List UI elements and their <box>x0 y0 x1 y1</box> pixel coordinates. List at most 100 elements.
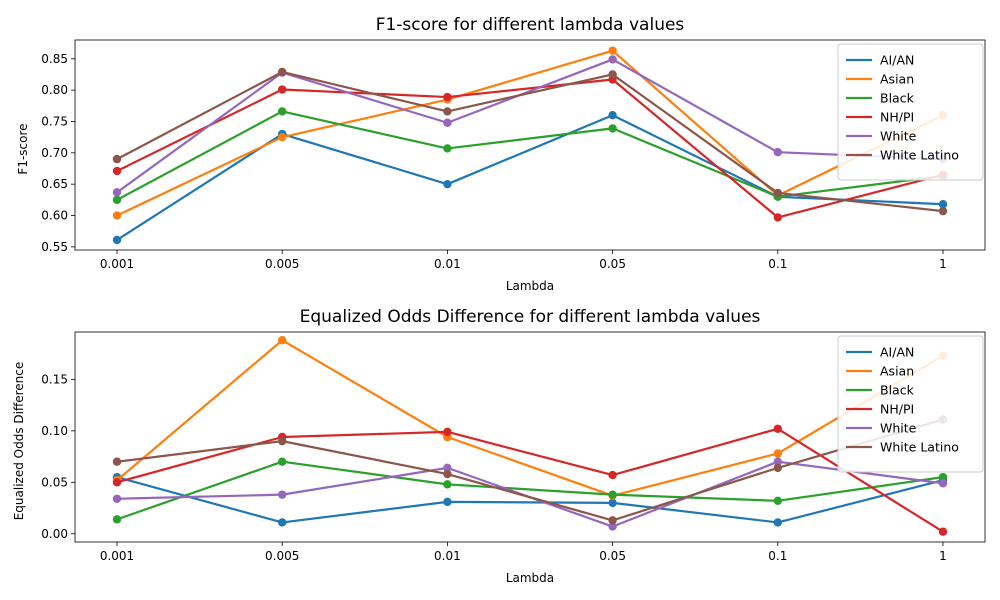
data-point <box>112 166 122 176</box>
series-line <box>116 339 944 497</box>
data-point <box>773 463 782 473</box>
data-point <box>608 111 617 120</box>
axes-frame <box>74 331 986 543</box>
legend-label: AI/AN <box>880 53 914 68</box>
x-tick-label: 0.005 <box>265 549 299 563</box>
data-point <box>443 497 452 507</box>
series-line <box>116 78 944 219</box>
data-point <box>608 490 617 499</box>
y-tick-label: 0.10 <box>41 424 68 438</box>
x-tick-label: 0.1 <box>768 257 787 271</box>
data-point <box>773 518 782 527</box>
chart-title: Equalized Odds Difference for different … <box>300 307 761 327</box>
legend-label: White <box>880 129 917 144</box>
legend-label: NH/PI <box>880 402 914 417</box>
data-point <box>773 148 782 157</box>
y-tick-label: 0.60 <box>41 209 68 223</box>
legend-label: White <box>880 421 917 436</box>
data-point <box>112 188 122 197</box>
data-point <box>608 70 617 79</box>
data-point <box>112 478 122 487</box>
x-tick-label: 0.01 <box>434 257 461 271</box>
y-axis-label: Equalized Odds Difference <box>12 362 26 521</box>
x-axis-label: Lambda <box>506 279 554 293</box>
x-tick-label: 1 <box>939 549 947 563</box>
legend-label: White Latino <box>880 148 959 163</box>
series-line <box>116 49 944 217</box>
legend-label: Asian <box>880 72 914 87</box>
data-point <box>608 470 617 480</box>
legend-box <box>837 43 984 181</box>
plot-area: 0.55 0.60 0.65 0.70 0.75 0.80 0.85 0.001 0.005 0.… <box>41 39 986 271</box>
data-point <box>112 154 122 164</box>
y-tick-label: 0.55 <box>41 240 68 254</box>
plot-area: 0.00 0.05 0.10 0.15 0.001 0.005 0.01 0.05 0.1 1 AI… <box>41 331 986 563</box>
series-line <box>116 418 944 522</box>
x-axis-label: Lambda <box>506 571 554 585</box>
data-point <box>773 457 782 466</box>
data-point <box>608 516 617 525</box>
data-point <box>938 479 948 488</box>
legend-box <box>837 335 984 473</box>
data-point <box>278 518 287 527</box>
data-point <box>773 188 782 198</box>
chart-title: F1-score for different lambda values <box>376 15 685 35</box>
data-point <box>443 179 452 189</box>
legend-label: Black <box>880 91 915 106</box>
legend-label: White Latino <box>880 440 959 455</box>
x-tick-label: 0.1 <box>768 549 787 563</box>
data-point <box>278 107 287 116</box>
data-point <box>938 206 948 216</box>
y-axis-label: F1-score <box>16 123 30 174</box>
series-line <box>116 70 944 213</box>
axes-frame <box>74 39 986 251</box>
data-point <box>112 235 122 245</box>
data-point <box>773 496 782 506</box>
data-point <box>112 515 122 524</box>
y-tick-label: 0.65 <box>41 177 68 191</box>
y-tick-label: 0.05 <box>41 475 68 489</box>
data-point <box>443 427 452 437</box>
x-tick-label: 0.01 <box>434 549 461 563</box>
f1-score-chart: F1-score for different lambda values Lam… <box>16 15 986 293</box>
data-point <box>608 498 617 508</box>
series-line <box>116 114 944 241</box>
legend-label: NH/PI <box>880 110 914 125</box>
y-tick-label: 0.70 <box>41 146 68 160</box>
data-point <box>443 92 452 102</box>
data-point <box>938 200 948 209</box>
x-tick-label: 1 <box>939 257 947 271</box>
data-point <box>443 480 452 489</box>
data-point <box>773 424 782 433</box>
data-point <box>608 55 617 64</box>
data-point <box>278 85 287 94</box>
data-point <box>608 522 617 531</box>
x-tick-label: 0.05 <box>599 257 626 271</box>
data-point <box>112 195 122 205</box>
y-tick-label: 0.15 <box>41 372 68 386</box>
data-point <box>443 144 452 153</box>
series-line <box>116 460 944 521</box>
data-point <box>608 46 617 55</box>
data-point <box>278 336 287 345</box>
series-line <box>116 476 944 524</box>
equalized-odds-chart: Equalized Odds Difference for different … <box>12 307 986 585</box>
data-point <box>278 67 287 77</box>
legend-label: Asian <box>880 364 914 379</box>
data-point <box>443 107 452 116</box>
x-tick-label: 0.001 <box>100 257 134 271</box>
data-point <box>112 457 122 466</box>
y-tick-label: 0.85 <box>41 52 68 66</box>
legend-label: AI/AN <box>880 345 914 360</box>
legend-label: Black <box>880 383 915 398</box>
data-point <box>112 211 122 220</box>
data-point <box>608 124 617 133</box>
y-tick-label: 0.80 <box>41 83 68 97</box>
x-tick-label: 0.005 <box>265 257 299 271</box>
data-point <box>773 449 782 458</box>
data-point <box>278 490 287 499</box>
data-point <box>443 463 452 473</box>
x-tick-label: 0.001 <box>100 549 134 563</box>
data-point <box>278 457 287 466</box>
